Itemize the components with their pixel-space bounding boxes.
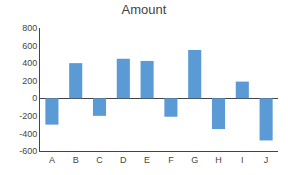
svg-text:0: 0 [32,93,37,103]
svg-text:J: J [264,155,269,165]
svg-text:H: H [215,155,222,165]
svg-text:C: C [96,155,103,165]
svg-text:600: 600 [22,41,37,51]
svg-text:E: E [144,155,150,165]
svg-text:-200: -200 [19,111,37,121]
svg-text:A: A [49,155,55,165]
svg-text:D: D [120,155,127,165]
svg-text:200: 200 [22,76,37,86]
svg-text:F: F [168,155,174,165]
svg-text:-600: -600 [19,146,37,156]
svg-text:Amount: Amount [122,2,167,17]
svg-text:B: B [73,155,79,165]
svg-text:G: G [191,155,198,165]
svg-text:800: 800 [22,23,37,33]
svg-text:-400: -400 [19,129,37,139]
svg-text:400: 400 [22,58,37,68]
svg-text:I: I [241,155,244,165]
